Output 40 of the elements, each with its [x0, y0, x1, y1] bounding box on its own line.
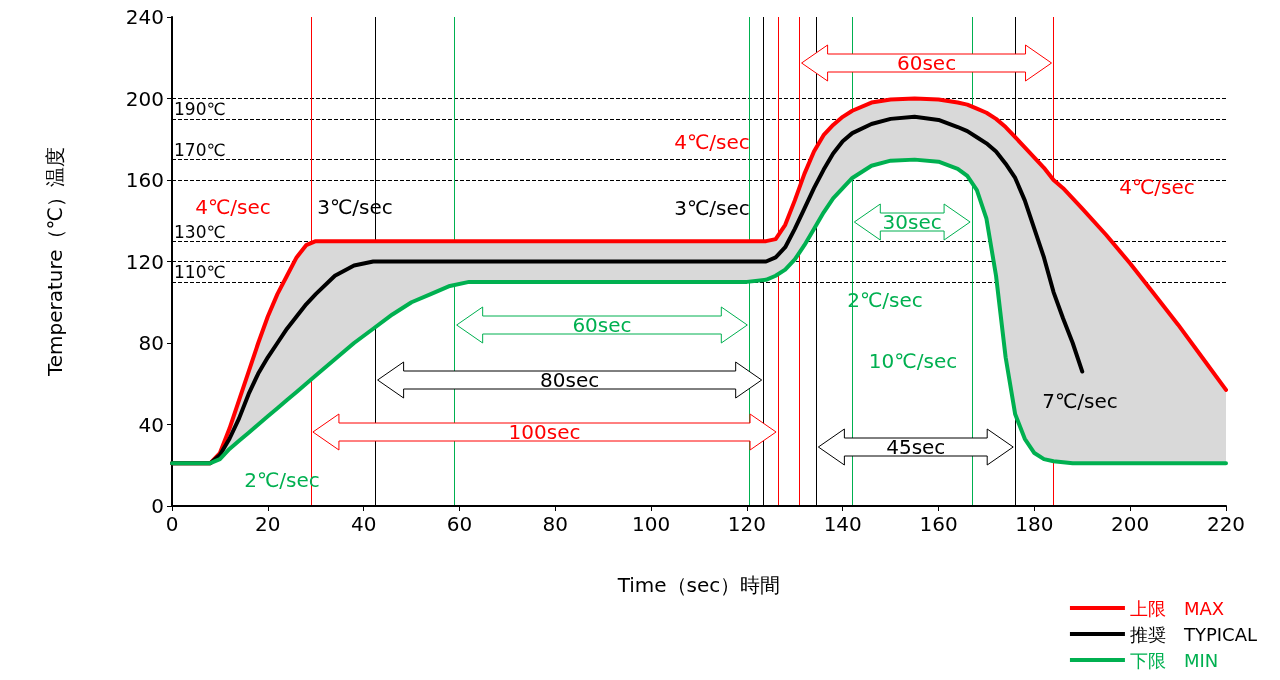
annotation: 60sec: [896, 51, 957, 75]
y-tick-label: 40: [138, 412, 164, 437]
y-tick-label: 0: [151, 494, 164, 518]
annotation: 3℃/sec: [674, 196, 750, 220]
legend-label: 推奨 TYPICAL: [1129, 623, 1258, 645]
y-axis-title: Temperature（℃）温度: [43, 146, 67, 378]
x-tick-label: 160: [919, 512, 958, 536]
legend-label: 上限 MAX: [1129, 597, 1225, 619]
y-tick-label: 160: [125, 168, 164, 192]
annotation: 4℃/sec: [674, 130, 750, 154]
annotation: 60sec: [572, 313, 632, 337]
y-tick-label: 120: [125, 249, 164, 274]
annotation: 10℃/sec: [868, 349, 958, 373]
annotation: 30sec: [882, 210, 942, 234]
x-tick-label: 220: [1206, 512, 1246, 536]
y-tick-label: 240: [125, 5, 164, 29]
annotation: 4℃/sec: [1119, 175, 1195, 199]
y-tick-label: 80: [138, 331, 164, 355]
annotation: 4℃/sec: [195, 195, 271, 219]
x-tick-label: 20: [255, 512, 281, 536]
x-tick-label: 60: [446, 512, 473, 536]
ref-line-label: 130℃: [174, 221, 226, 242]
x-tick-label: 200: [1111, 512, 1150, 536]
legend-label: 下限 MIN: [1129, 649, 1219, 671]
x-tick-label: 100: [632, 512, 671, 536]
ref-line-label: 190℃: [174, 99, 226, 120]
ref-line-label: 170℃: [174, 140, 226, 161]
ref-line-label: 110℃: [174, 262, 226, 283]
x-tick-label: 0: [165, 512, 179, 536]
annotation: 100sec: [508, 420, 581, 444]
y-tick-label: 200: [125, 86, 164, 111]
annotation: 45sec: [886, 435, 946, 459]
annotation: 80sec: [540, 368, 600, 392]
x-tick-label: 140: [823, 512, 862, 536]
x-axis-title: Time（sec）時間: [616, 573, 781, 597]
x-tick-label: 80: [542, 512, 568, 536]
x-tick-label: 120: [727, 512, 766, 536]
annotation: 7℃/sec: [1042, 389, 1118, 413]
x-tick-label: 180: [1015, 512, 1054, 536]
x-tick-label: 40: [350, 512, 377, 536]
